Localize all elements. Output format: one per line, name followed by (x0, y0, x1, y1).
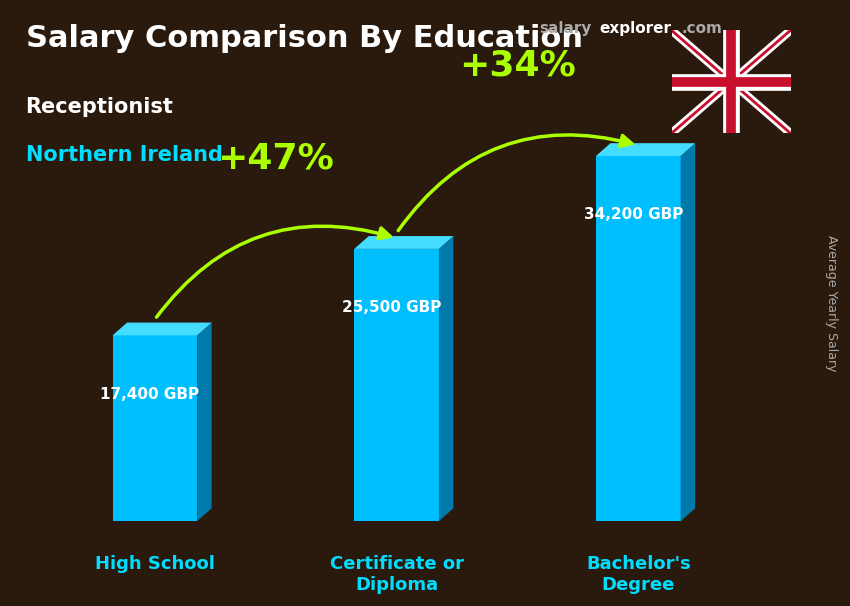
Polygon shape (439, 236, 453, 521)
Text: High School: High School (95, 555, 215, 573)
FancyBboxPatch shape (596, 156, 681, 521)
FancyBboxPatch shape (354, 249, 439, 521)
Polygon shape (354, 236, 453, 249)
Text: Bachelor's
Degree: Bachelor's Degree (586, 555, 691, 594)
Polygon shape (596, 143, 695, 156)
Polygon shape (681, 143, 695, 521)
FancyArrowPatch shape (156, 226, 390, 317)
Text: 25,500 GBP: 25,500 GBP (343, 300, 441, 315)
Text: Salary Comparison By Education: Salary Comparison By Education (26, 24, 582, 53)
Text: .com: .com (682, 21, 722, 36)
Text: Average Yearly Salary: Average Yearly Salary (824, 235, 838, 371)
Text: explorer: explorer (599, 21, 672, 36)
Polygon shape (112, 322, 212, 335)
Polygon shape (197, 322, 212, 521)
Text: Receptionist: Receptionist (26, 97, 173, 117)
FancyBboxPatch shape (112, 335, 197, 521)
Text: salary: salary (540, 21, 592, 36)
Text: Certificate or
Diploma: Certificate or Diploma (330, 555, 463, 594)
Text: +34%: +34% (459, 48, 575, 82)
Text: +47%: +47% (218, 141, 334, 175)
Text: Northern Ireland: Northern Ireland (26, 145, 223, 165)
Text: 17,400 GBP: 17,400 GBP (100, 387, 200, 402)
Text: 34,200 GBP: 34,200 GBP (584, 207, 683, 222)
FancyArrowPatch shape (398, 135, 632, 231)
